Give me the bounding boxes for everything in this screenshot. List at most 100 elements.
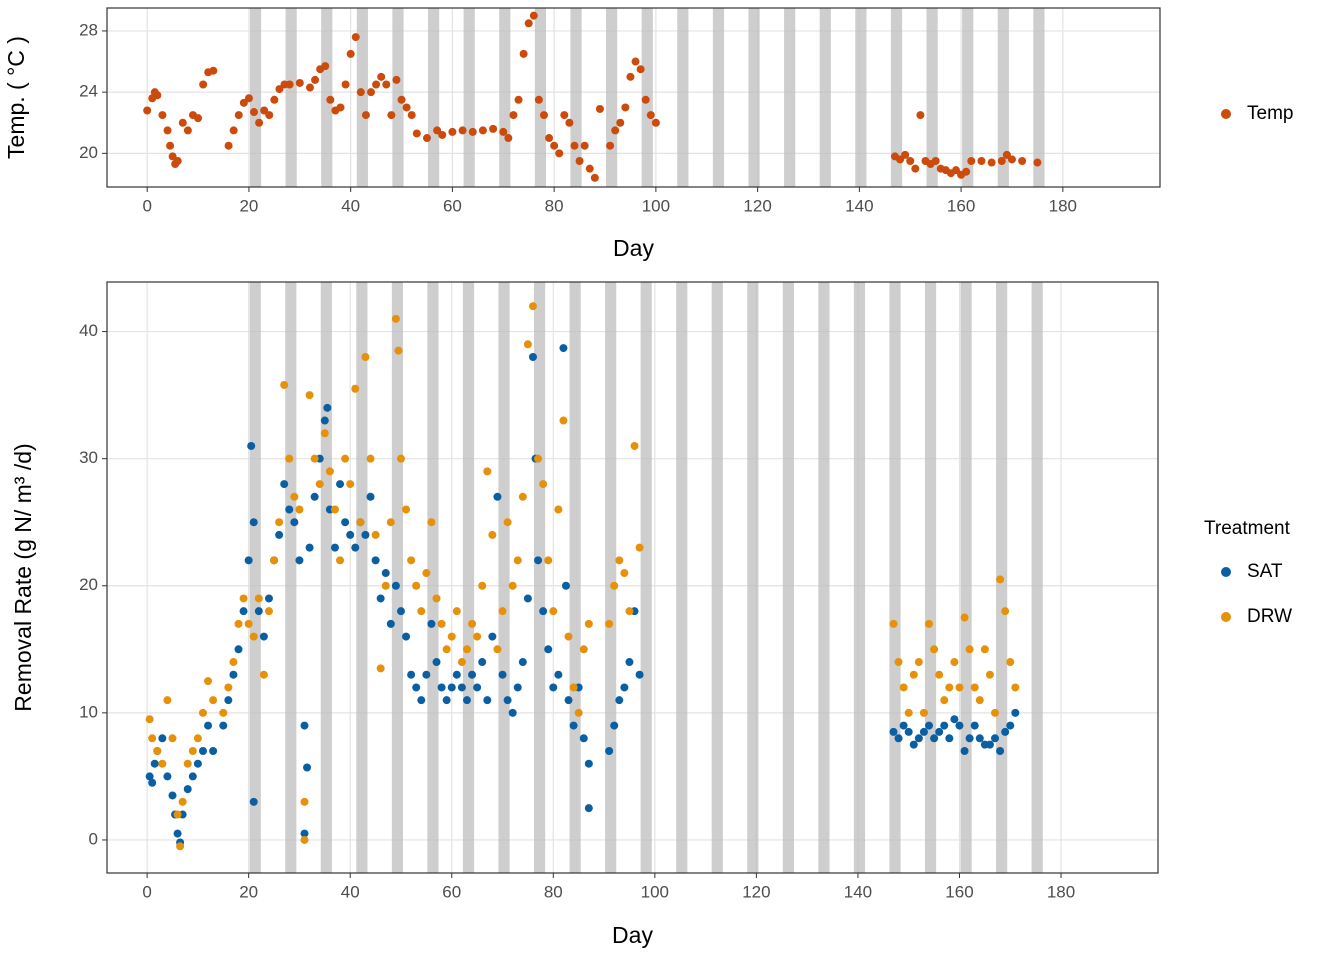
point — [391, 581, 400, 590]
plot-border — [106, 281, 1159, 874]
point — [452, 607, 461, 616]
point — [336, 103, 345, 112]
point — [906, 156, 915, 165]
point — [300, 721, 309, 730]
point — [145, 715, 154, 724]
point — [901, 150, 910, 159]
point — [422, 569, 431, 578]
point — [323, 403, 332, 412]
shaded-period — [606, 8, 618, 187]
point — [931, 156, 940, 165]
shaded-period — [605, 282, 617, 873]
point — [488, 632, 497, 641]
point — [361, 352, 370, 361]
point — [193, 759, 202, 768]
shaded-period — [962, 8, 974, 187]
point — [270, 95, 279, 104]
point — [153, 91, 162, 100]
shaded-period — [391, 282, 404, 873]
point — [270, 556, 279, 565]
plot-background — [107, 282, 1158, 873]
point — [178, 797, 187, 806]
point — [899, 683, 908, 692]
point — [198, 708, 207, 717]
points — [145, 302, 1020, 851]
point — [376, 664, 385, 673]
point — [985, 670, 994, 679]
point — [300, 797, 309, 806]
x-tick-label: 120 — [742, 882, 770, 901]
point — [528, 302, 537, 311]
point — [560, 111, 569, 120]
shaded-period — [320, 282, 332, 873]
point — [153, 746, 162, 755]
legend-label: DRW — [1247, 606, 1292, 627]
point — [1002, 150, 1011, 159]
point — [950, 715, 959, 724]
point — [219, 708, 228, 717]
x-tick-label: 160 — [947, 196, 975, 215]
point — [950, 658, 959, 667]
point — [447, 632, 456, 641]
point — [150, 759, 159, 768]
point — [996, 575, 1005, 584]
point — [204, 721, 213, 730]
point — [636, 65, 645, 74]
point — [366, 454, 375, 463]
point — [346, 480, 355, 489]
point — [514, 95, 523, 104]
point — [391, 314, 400, 323]
point — [569, 721, 578, 730]
point — [478, 658, 487, 667]
point — [904, 727, 913, 736]
point — [224, 683, 233, 692]
point — [457, 683, 466, 692]
shaded-period — [392, 8, 404, 187]
point — [427, 518, 436, 527]
point — [498, 607, 507, 616]
legend-label: SAT — [1247, 561, 1283, 582]
point — [402, 505, 411, 514]
point — [280, 480, 289, 489]
legend-key — [1221, 567, 1231, 577]
point — [987, 158, 996, 167]
point — [625, 607, 634, 616]
point — [960, 613, 969, 622]
shaded-period — [570, 8, 582, 187]
point — [980, 645, 989, 654]
point — [508, 581, 517, 590]
x-axis-title: Day — [612, 922, 653, 948]
point — [489, 124, 498, 133]
point — [899, 721, 908, 730]
point — [940, 696, 949, 705]
point — [621, 103, 630, 112]
point — [412, 581, 421, 590]
point — [549, 607, 558, 616]
point — [970, 683, 979, 692]
point — [311, 75, 320, 84]
point — [605, 619, 614, 628]
point — [183, 785, 192, 794]
point — [382, 80, 391, 89]
legend-key — [1221, 109, 1231, 119]
x-tick-label: 0 — [142, 196, 151, 215]
point — [148, 734, 157, 743]
x-tick-label: 140 — [845, 196, 873, 215]
point — [178, 118, 187, 127]
legend-key — [1221, 612, 1231, 622]
shaded-period — [356, 282, 368, 873]
x-tick-label: 100 — [642, 196, 670, 215]
x-tick-label: 20 — [239, 196, 258, 215]
point — [158, 734, 167, 743]
point — [965, 734, 974, 743]
point — [955, 721, 964, 730]
point — [889, 727, 898, 736]
point — [432, 658, 441, 667]
point — [447, 683, 456, 692]
point — [183, 759, 192, 768]
point — [518, 658, 527, 667]
shaded-period — [711, 282, 723, 873]
point — [275, 85, 284, 94]
point — [559, 416, 568, 425]
point — [168, 734, 177, 743]
